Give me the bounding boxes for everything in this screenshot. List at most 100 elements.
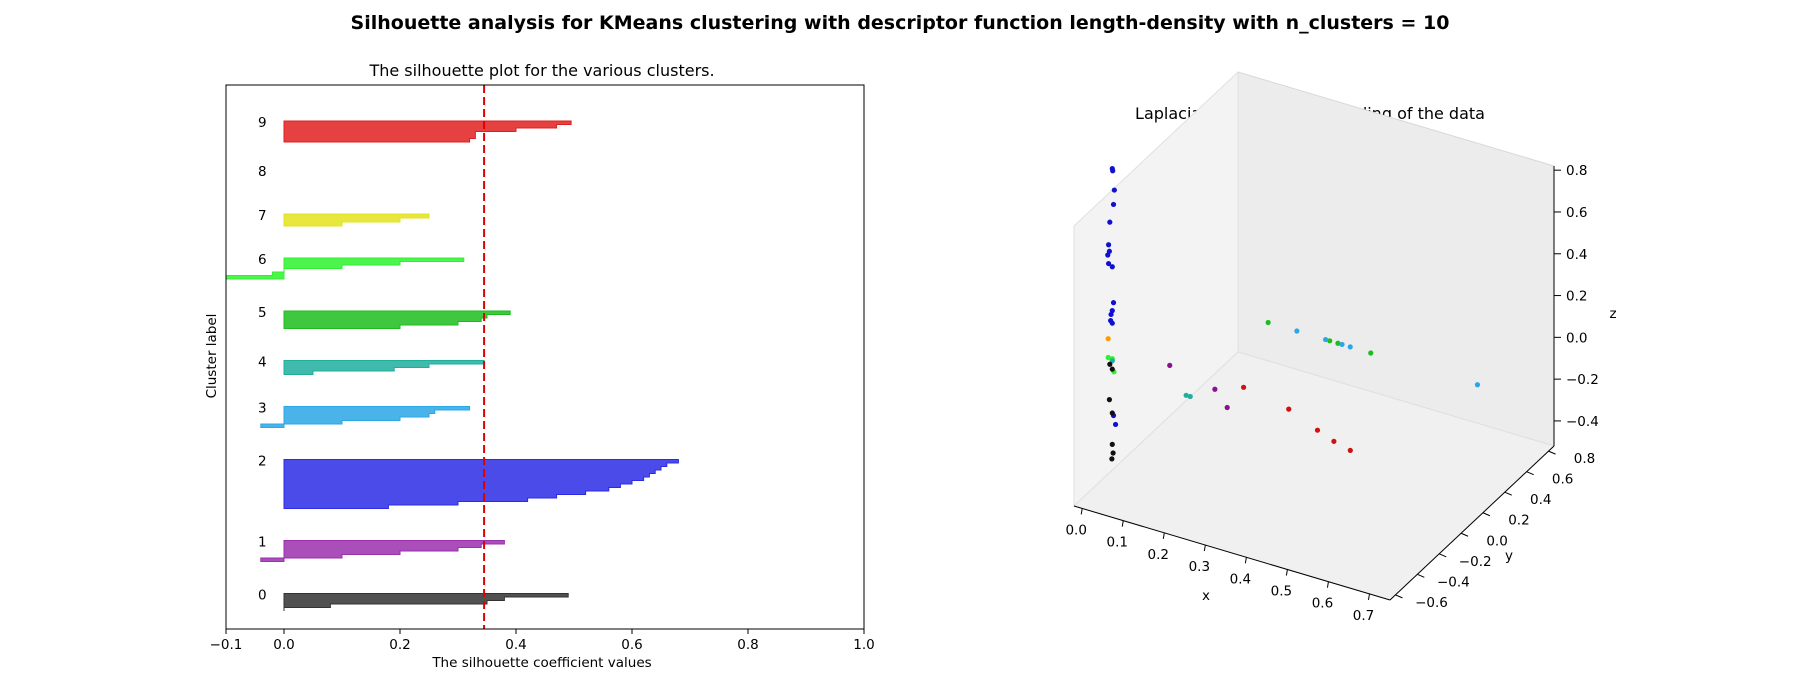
embedding-point-27 — [1110, 450, 1116, 456]
embedding-x-tick-label: 0.5 — [1271, 583, 1292, 599]
silhouette-band-4 — [283, 360, 485, 375]
embedding-z-tick-label: −0.4 — [1566, 414, 1599, 430]
embedding-y-tick-label: 0.4 — [1530, 492, 1551, 508]
embedding-point-43 — [1294, 328, 1300, 334]
embedding-point-14 — [1109, 320, 1115, 326]
embedding-y-tick — [1504, 491, 1512, 496]
embedding-plot: Laplacian eigenmap embedding of the data… — [1065, 70, 1617, 624]
embedding-x-tick — [1367, 593, 1370, 600]
embedding-z-tick-label: −0.2 — [1566, 372, 1599, 388]
silhouette-marks: 0 1 2 3 4 5 6 7 8 9 — [225, 85, 679, 629]
embedding-point-32 — [1183, 392, 1189, 398]
embedding-x-axis — [1073, 505, 1391, 601]
embedding-y-axis-label: y — [1505, 548, 1513, 564]
silhouette-x-tick-label: 0.2 — [389, 637, 410, 653]
silhouette-cluster-label-1: 1 — [258, 535, 267, 551]
embedding-point-3 — [1110, 201, 1117, 208]
embedding-y-tick-label: −0.4 — [1437, 574, 1470, 590]
embedding-point-34 — [1241, 384, 1247, 390]
embedding-point-4 — [1107, 219, 1113, 225]
embedding-point-33 — [1187, 393, 1193, 400]
silhouette-cluster-label-8: 8 — [258, 164, 267, 180]
embedding-point-26 — [1109, 441, 1115, 447]
silhouette-y-axis-label: Cluster label — [204, 314, 220, 399]
silhouette-band-7 — [283, 213, 430, 227]
embedding-point-42 — [1368, 350, 1374, 356]
embedding-point-23 — [1109, 366, 1115, 372]
embedding-point-16 — [1112, 421, 1119, 428]
silhouette-x-tick-label: 0.0 — [273, 637, 294, 653]
embedding-x-tick — [1121, 520, 1124, 527]
silhouette-cluster-label-9: 9 — [258, 115, 267, 131]
embedding-x-tick-label: 0.6 — [1312, 596, 1333, 612]
embedding-y-tick — [1526, 471, 1534, 476]
embedding-point-25 — [1109, 410, 1115, 416]
silhouette-band-9 — [283, 120, 572, 143]
embedding-y-tick-label: 0.6 — [1552, 472, 1573, 488]
silhouette-cluster-label-6: 6 — [258, 252, 267, 268]
embedding-point-1 — [1110, 168, 1116, 174]
embedding-y-tick-label: 0.0 — [1486, 533, 1507, 549]
embedding-y-tick — [1417, 573, 1425, 578]
embedding-y-tick — [1482, 512, 1491, 517]
silhouette-axes: −0.1 0.0 0.2 0.4 0.6 0.8 1.0 — [210, 84, 875, 653]
figure-suptitle: Silhouette analysis for KMeans clusterin… — [351, 12, 1450, 34]
embedding-point-45 — [1339, 341, 1345, 348]
silhouette-cluster-label-5: 5 — [258, 305, 267, 321]
embedding-y-tick-label: 0.8 — [1574, 451, 1595, 467]
embedding-x-tick — [1080, 508, 1083, 515]
embedding-x-tick — [1203, 544, 1206, 552]
silhouette-cluster-label-0: 0 — [258, 588, 267, 604]
silhouette-band-5 — [283, 310, 511, 329]
embedding-point-40 — [1327, 338, 1333, 344]
embedding-y-tick-label: 0.2 — [1508, 513, 1529, 529]
embedding-z-tick-label: 0.8 — [1566, 163, 1587, 179]
embedding-x-tick — [1244, 557, 1247, 564]
embedding-points — [1105, 165, 1481, 462]
embedding-z-tick-label: 0.6 — [1566, 205, 1587, 221]
embedding-panes — [1073, 70, 1555, 601]
silhouette-x-tick-label: −0.1 — [210, 637, 243, 653]
embedding-z-axis-label: z — [1609, 306, 1616, 322]
embedding-point-46 — [1347, 344, 1353, 350]
embedding-x-tick-label: 0.7 — [1353, 608, 1374, 624]
silhouette-plot-title: The silhouette plot for the various clus… — [368, 61, 714, 80]
silhouette-x-axis-label: The silhouette coefficient values — [431, 655, 651, 671]
embedding-x-axis-label: x — [1202, 588, 1210, 604]
embedding-point-30 — [1212, 386, 1218, 392]
embedding-z-tick-label: 0.0 — [1566, 330, 1587, 346]
silhouette-band-1 — [260, 540, 505, 562]
silhouette-cluster-label-2: 2 — [258, 454, 267, 470]
embedding-z-tick-label: 0.2 — [1566, 289, 1587, 305]
embedding-y-tick-label: −0.2 — [1459, 554, 1492, 570]
embedding-point-12 — [1108, 311, 1114, 318]
embedding-point-35 — [1286, 406, 1292, 412]
embedding-z-tick-label: 0.4 — [1566, 247, 1587, 263]
embedding-point-41 — [1335, 340, 1341, 346]
embedding-y-tick — [1460, 532, 1469, 537]
silhouette-x-tick-label: 0.6 — [621, 637, 642, 653]
embedding-point-7 — [1105, 252, 1111, 258]
silhouette-plot: The silhouette plot for the various clus… — [204, 61, 875, 671]
embedding-y-tick — [1439, 553, 1447, 558]
embedding-y-tick — [1395, 594, 1403, 599]
embedding-point-9 — [1109, 264, 1115, 270]
embedding-point-36 — [1314, 427, 1321, 433]
embedding-point-22 — [1107, 361, 1113, 367]
embedding-point-8 — [1105, 260, 1112, 267]
embedding-x-tick-label: 0.3 — [1189, 559, 1210, 575]
embedding-axes: 0.00.10.20.30.40.50.60.7−0.6−0.4−0.20.00… — [1065, 163, 1598, 624]
silhouette-cluster-label-7: 7 — [258, 208, 267, 224]
embedding-point-28 — [1109, 456, 1115, 462]
embedding-y-tick — [1548, 450, 1556, 455]
embedding-point-10 — [1110, 300, 1117, 306]
embedding-x-tick — [1326, 581, 1329, 588]
embedding-x-tick-label: 0.1 — [1107, 535, 1128, 551]
silhouette-cluster-label-3: 3 — [258, 401, 267, 417]
embedding-x-tick-label: 0.0 — [1065, 522, 1086, 538]
silhouette-band-2 — [283, 459, 679, 509]
silhouette-band-0 — [283, 593, 569, 611]
silhouette-cluster-label-4: 4 — [258, 355, 267, 371]
silhouette-band-3 — [260, 406, 471, 428]
